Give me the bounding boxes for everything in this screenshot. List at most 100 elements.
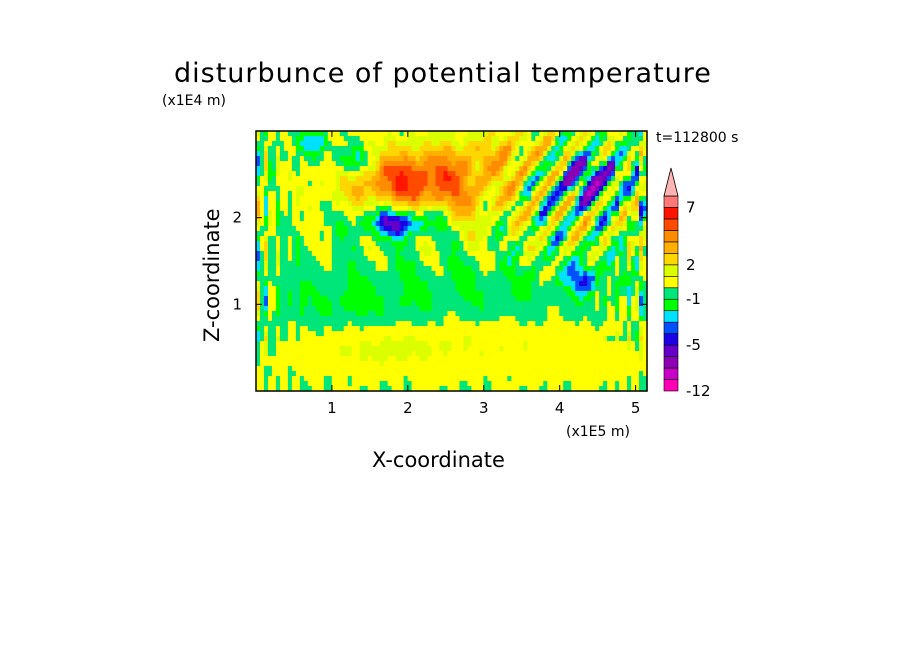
heatmap-cell [555,281,560,287]
heatmap-cell [283,261,289,267]
heatmap-cell [259,231,265,237]
heatmap-cell [447,251,453,257]
heatmap-cell [403,321,409,327]
heatmap-cell [495,141,500,147]
heatmap-cell [371,241,377,247]
heatmap-cell [423,236,429,242]
heatmap-cell [303,146,309,152]
heatmap-cell [299,366,305,372]
heatmap-cell [611,211,616,217]
heatmap-cell [319,156,325,162]
heatmap-cell [559,351,564,357]
heatmap-cell [567,261,572,267]
heatmap-cell [415,291,421,297]
heatmap-cell [599,296,604,302]
heatmap-cell [555,236,560,242]
heatmap-cell [459,181,465,187]
heatmap-cell [331,206,337,212]
heatmap-cell [259,331,265,337]
heatmap-cell [551,381,556,387]
heatmap-cell [459,171,465,177]
heatmap-cell [499,361,504,367]
heatmap-cell [583,346,588,352]
heatmap-cell [355,301,361,307]
heatmap-cell [331,321,337,327]
heatmap-cell [299,231,305,237]
heatmap-cell [459,256,465,262]
heatmap-cell [643,296,648,302]
heatmap-cell [339,291,345,297]
heatmap-cell [327,226,333,232]
heatmap-cell [503,286,508,292]
heatmap-cell [627,236,632,242]
heatmap-cell [527,136,532,142]
heatmap-cell [571,371,576,377]
heatmap-cell [335,131,341,137]
heatmap-cell [379,276,385,282]
heatmap-cell [351,281,357,287]
heatmap-cell [455,256,461,262]
heatmap-cell [495,281,500,287]
heatmap-cell [491,211,496,217]
heatmap-cell [479,326,485,332]
heatmap-cell [335,361,341,367]
heatmap-cell [307,236,313,242]
heatmap-cell [479,361,485,367]
heatmap-cell [487,316,492,322]
heatmap-cell [275,261,281,267]
heatmap-cell [407,201,413,207]
heatmap-cell [391,131,397,137]
heatmap-cell [463,221,469,227]
heatmap-cell [419,186,425,192]
heatmap-cell [439,251,445,257]
heatmap-cell [275,311,281,317]
heatmap-cell [439,281,445,287]
heatmap-cell [535,201,540,207]
heatmap-cell [415,236,421,242]
heatmap-cell [271,221,277,227]
heatmap-cell [351,191,357,197]
heatmap-cell [631,306,636,312]
heatmap-cell [595,276,600,282]
heatmap-cell [455,211,461,217]
heatmap-cell [467,301,473,307]
heatmap-cell [367,206,373,212]
heatmap-cell [299,201,305,207]
heatmap-cell [363,201,369,207]
heatmap-cell [487,161,492,167]
heatmap-cell [559,376,564,382]
heatmap-cell [511,231,516,237]
heatmap-cell [387,216,393,222]
heatmap-cell [463,366,469,372]
heatmap-cell [447,181,453,187]
heatmap-cell [279,306,285,312]
heatmap-cell [491,141,496,147]
heatmap-cell [607,296,612,302]
heatmap-cell [351,266,357,272]
heatmap-cell [567,371,572,377]
heatmap-cell [499,296,504,302]
heatmap-cell [259,321,265,327]
heatmap-cell [491,216,496,222]
heatmap-cell [487,166,492,172]
heatmap-cell [471,346,477,352]
heatmap-cell [559,271,564,277]
heatmap-cell [467,221,473,227]
heatmap-cell [563,321,568,327]
heatmap-cell [639,176,644,182]
heatmap-cell [503,336,508,342]
heatmap-cell [423,156,429,162]
heatmap-cell [355,216,361,222]
heatmap-cell [619,351,624,357]
heatmap-cell [547,316,552,322]
heatmap-cell [607,291,612,297]
heatmap-cell [471,241,477,247]
heatmap-cell [483,301,489,307]
heatmap-cell [563,216,568,222]
heatmap-cell [431,191,437,197]
heatmap-cell [511,376,516,382]
heatmap-cell [339,196,345,202]
heatmap-cell [287,381,293,387]
heatmap-cell [511,146,516,152]
heatmap-cell [535,331,540,337]
